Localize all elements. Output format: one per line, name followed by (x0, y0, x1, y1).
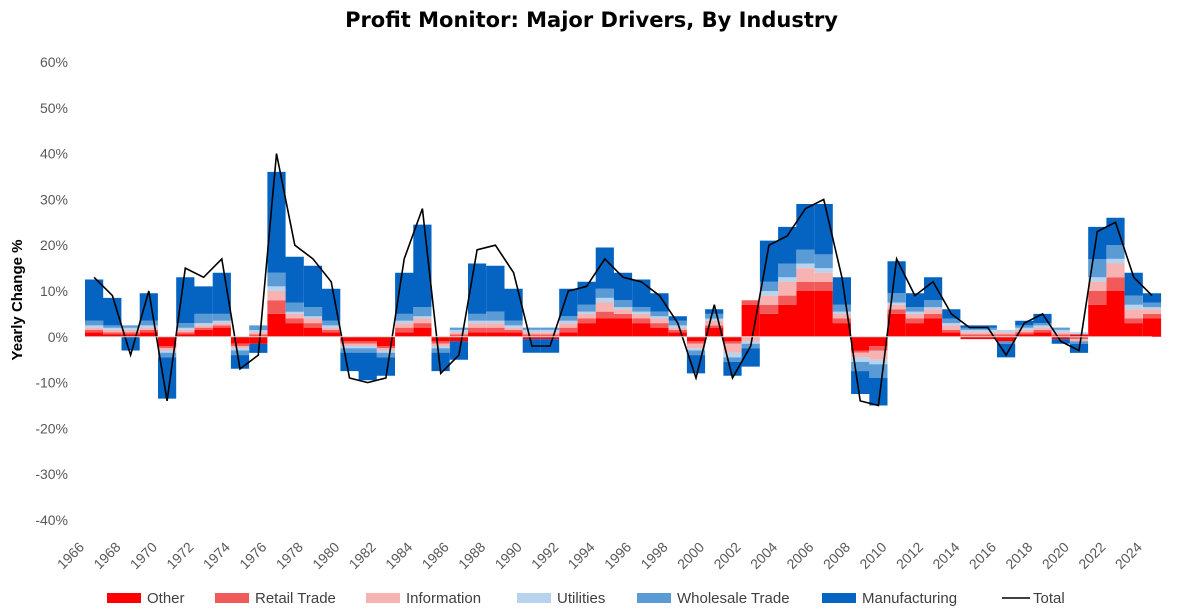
x-tick-label: 2014 (929, 539, 962, 572)
x-tick-label: 1970 (127, 539, 160, 572)
x-tick-label: 2024 (1112, 539, 1145, 572)
y-tick-label: 50% (40, 100, 68, 116)
y-tick-label: 0% (48, 329, 68, 345)
x-tick-label: 1992 (528, 539, 561, 572)
area-information (85, 263, 1162, 360)
y-tick-label: 40% (40, 146, 68, 162)
series-areas (85, 171, 1162, 406)
total-line-group (93, 153, 1153, 407)
area-retail-trade (85, 277, 1162, 353)
x-tick-label: 1966 (54, 539, 87, 572)
x-tick-label: 1994 (564, 539, 597, 572)
area-wholesale-trade (85, 245, 1162, 378)
x-tick-label: 2000 (674, 539, 707, 572)
area-manufacturing (85, 171, 1162, 406)
y-tick-label: -40% (35, 512, 68, 528)
x-tick-label: 2002 (710, 539, 743, 572)
legend-label-information: Information (406, 590, 481, 607)
x-tick-label: 2022 (1075, 539, 1108, 572)
legend-label-utilities: Utilities (557, 590, 605, 607)
legend-swatch-utilities (517, 593, 551, 603)
y-tick-label: 60% (40, 54, 68, 70)
y-tick-label: -20% (35, 420, 68, 436)
y-tick-label: -30% (35, 466, 68, 482)
area-other (85, 291, 1162, 351)
legend-label-retail-trade: Retail Trade (255, 590, 336, 607)
legend-swatch-information (366, 593, 400, 603)
y-tick-label: -10% (35, 375, 68, 391)
x-tick-label: 1976 (236, 539, 269, 572)
x-tick-label: 2016 (966, 539, 999, 572)
x-tick-label: 1996 (601, 539, 634, 572)
x-tick-label: 2020 (1039, 539, 1072, 572)
x-tick-label: 2004 (747, 539, 780, 572)
x-tick-label: 2008 (820, 539, 853, 572)
legend: Other Retail Trade Information Utilities Who… (107, 590, 1065, 607)
series-line-total (93, 153, 1153, 407)
x-tick-label: 1990 (492, 539, 525, 572)
legend-label-wholesale-trade: Wholesale Trade (677, 590, 790, 607)
legend-swatch-other (107, 593, 141, 603)
legend-label-total: Total (1033, 590, 1065, 607)
legend-label-other: Other (147, 590, 185, 607)
x-tick-label: 2012 (893, 539, 926, 572)
x-tick-label: 1972 (163, 539, 196, 572)
chart-title: Profit Monitor: Major Drivers, By Indust… (345, 8, 838, 32)
x-tick-label: 2018 (1002, 539, 1035, 572)
x-tick-label: 1980 (309, 539, 342, 572)
legend-label-manufacturing: Manufacturing (862, 590, 957, 607)
legend-swatch-wholesale-trade (637, 593, 671, 603)
y-tick-label: 20% (40, 237, 68, 253)
x-tick-label: 1974 (200, 539, 233, 572)
y-tick-labels: 60% 50% 40% 30% 20% 10% 0% -10% -20% -30% -40% (35, 54, 68, 528)
x-tick-label: 1984 (382, 539, 415, 572)
x-tick-label: 1986 (419, 539, 452, 572)
x-tick-label: 1978 (273, 539, 306, 572)
x-tick-labels: 1966 1968 1970 1972 1974 1976 1978 1980 1982 1984… (54, 539, 1145, 573)
y-tick-label: 10% (40, 283, 68, 299)
x-tick-label: 1968 (90, 539, 123, 572)
x-tick-label: 2006 (783, 539, 816, 572)
y-tick-label: 30% (40, 191, 68, 207)
legend-swatch-retail-trade (215, 593, 249, 603)
x-tick-label: 2010 (856, 539, 889, 572)
x-tick-label: 1982 (346, 539, 379, 572)
x-tick-label: 1998 (637, 539, 670, 572)
y-axis-title: Yearly Change % (9, 240, 26, 361)
legend-swatch-manufacturing (822, 593, 856, 603)
x-tick-label: 1988 (455, 539, 488, 572)
